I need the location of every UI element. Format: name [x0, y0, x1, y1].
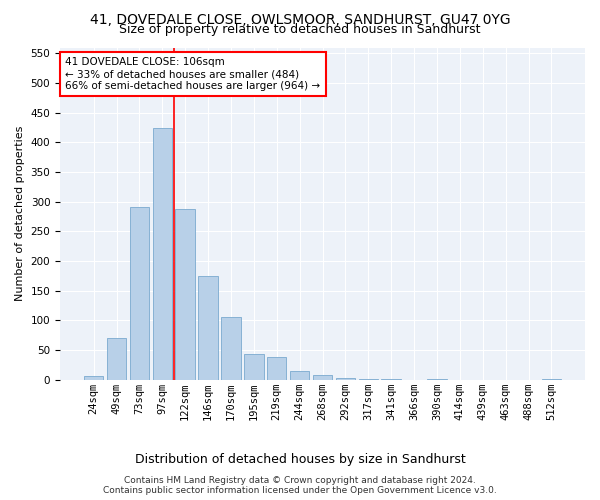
Bar — [427, 378, 446, 380]
Bar — [359, 379, 378, 380]
Text: Distribution of detached houses by size in Sandhurst: Distribution of detached houses by size … — [134, 452, 466, 466]
Bar — [175, 210, 195, 380]
Bar — [244, 354, 263, 380]
Bar — [290, 371, 310, 380]
Bar — [221, 318, 241, 380]
Bar — [130, 207, 149, 380]
Bar — [107, 338, 126, 380]
Y-axis label: Number of detached properties: Number of detached properties — [15, 126, 25, 302]
Text: Contains HM Land Registry data © Crown copyright and database right 2024.
Contai: Contains HM Land Registry data © Crown c… — [103, 476, 497, 495]
Bar — [152, 128, 172, 380]
Bar — [84, 376, 103, 380]
Bar — [382, 379, 401, 380]
Bar — [335, 378, 355, 380]
Bar — [267, 357, 286, 380]
Text: 41, DOVEDALE CLOSE, OWLSMOOR, SANDHURST, GU47 0YG: 41, DOVEDALE CLOSE, OWLSMOOR, SANDHURST,… — [89, 12, 511, 26]
Bar — [199, 276, 218, 380]
Text: Size of property relative to detached houses in Sandhurst: Size of property relative to detached ho… — [119, 22, 481, 36]
Text: 41 DOVEDALE CLOSE: 106sqm
← 33% of detached houses are smaller (484)
66% of semi: 41 DOVEDALE CLOSE: 106sqm ← 33% of detac… — [65, 58, 320, 90]
Bar — [542, 378, 561, 380]
Bar — [313, 375, 332, 380]
